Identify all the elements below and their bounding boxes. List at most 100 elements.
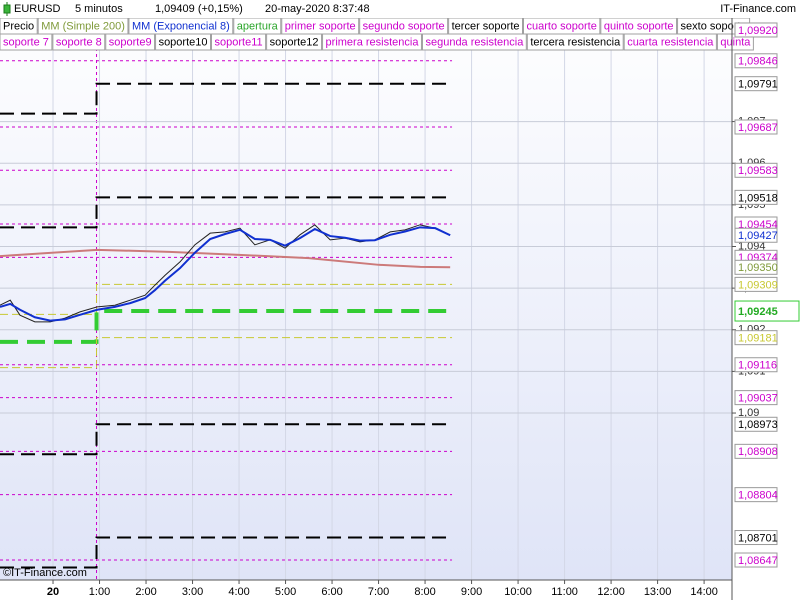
legend-label: primer soporte [285,20,356,32]
level-label: 1,09583 [738,165,778,177]
level-label: 1,08701 [738,532,778,544]
level-label: 1,09309 [738,279,778,291]
legend-label: soporte12 [270,36,319,48]
legend-label: tercer soporte [452,20,520,32]
legend-label: soporte9 [109,36,152,48]
legend-cell [623,33,717,51]
level-label: 1,09687 [738,122,778,134]
time-axis-background [0,580,732,600]
legend-label: apertura [237,20,279,32]
series-line [0,226,451,322]
level-label: 1,09116 [738,360,777,372]
x-tick-label: 6:00 [321,586,342,598]
x-tick-label: 7:00 [368,586,389,598]
legend-label: segunda resistencia [425,36,524,48]
level-label-box [734,487,778,503]
y-tick-label: 1,09 [738,407,759,419]
legend-cell [526,33,624,51]
legend: Precio MM (Simple 200) MM (Exponencial 8) a… [0,17,754,51]
level-label: 1,09846 [738,56,778,68]
legend-label: quinto soporte [604,20,674,32]
level-label-box [734,416,778,432]
x-tick-label: 20 [47,586,59,598]
series-label: 1,09427 [738,230,778,242]
legend-label: soporte 8 [56,36,102,48]
legend-cell [322,33,422,51]
level-label-box [734,162,778,178]
series-label-box [734,227,778,243]
series [0,224,451,323]
level-label-box [734,119,778,135]
period: 5 minutos [75,3,123,15]
legend-cell [211,33,267,51]
x-tick-label: 2:00 [135,586,156,598]
legend-label: quinta [720,36,751,48]
level-label: 1,09245 [738,306,778,318]
x-tick-label: 3:00 [182,586,203,598]
series-line [0,248,451,269]
level-label-box [734,53,778,69]
level-label: 1,09181 [738,333,778,345]
level-label-box [734,530,778,546]
plot-background [0,0,732,580]
x-tick-label: 13:00 [644,586,672,598]
level-label-box [734,189,778,205]
symbol: EURUSD [14,3,61,15]
legend-label: primera resistencia [326,36,420,48]
level-label: 1,09920 [738,25,778,37]
series-label: 1,09350 [738,262,778,274]
legend-cell [421,33,527,51]
level-label: 1,08908 [738,446,778,458]
legend-cell [266,33,323,51]
footer: ©IT-Finance.com [3,567,87,579]
x-tick-label: 4:00 [228,586,249,598]
level-label-box [734,76,778,92]
x-tick-label: 12:00 [597,586,625,598]
series-label-box [734,259,778,275]
level-label-box [734,330,778,346]
header-bar [0,0,800,18]
level-label-box [734,390,778,406]
level-label-box [734,443,778,459]
price: 1,09409 (+0,15%) [155,3,243,15]
level-line [0,423,453,456]
level-label-box [734,22,778,38]
level-label-box [734,276,778,292]
legend-label: MM (Exponencial 8) [132,20,230,32]
legend-cell [155,33,211,51]
brand: IT-Finance.com [720,3,796,15]
icon [3,4,11,14]
level-label: 1,09037 [738,393,778,405]
legend-label: tercera resistencia [530,36,621,48]
legend-label: cuarta resistencia [627,36,714,48]
level-label: 1,09518 [738,192,778,204]
legend-label: Precio [3,20,34,32]
level-label: 1,09791 [738,79,778,91]
legend-label: soporte10 [159,36,208,48]
legend-label: segundo soporte [363,20,445,32]
level-line [0,283,453,315]
legend-cell [105,33,156,51]
legend-label: MM (Simple 200) [41,20,125,32]
y-tick-label: 1,094 [738,240,766,252]
x-tick-label: 5:00 [275,586,296,598]
level-label-box [734,552,778,568]
x-tick-label: 1:00 [89,586,110,598]
legend-label: sexto soporte [681,20,747,32]
levels [0,29,453,569]
x-tick-label: 11:00 [551,586,578,598]
x-tick-label: 14:00 [690,586,718,598]
legend-label: soporte 7 [3,36,49,48]
datetime: 20-may-2020 8:37:48 [265,3,370,15]
grid [0,0,732,580]
level-line [0,196,453,229]
level-label-box [734,357,778,373]
level-label: 1,08647 [738,555,778,567]
level-line [0,536,453,569]
level-line [0,309,453,344]
legend-cell [52,33,106,51]
level-label: 1,08804 [738,490,778,502]
x-tick-label: 9:00 [461,586,482,598]
